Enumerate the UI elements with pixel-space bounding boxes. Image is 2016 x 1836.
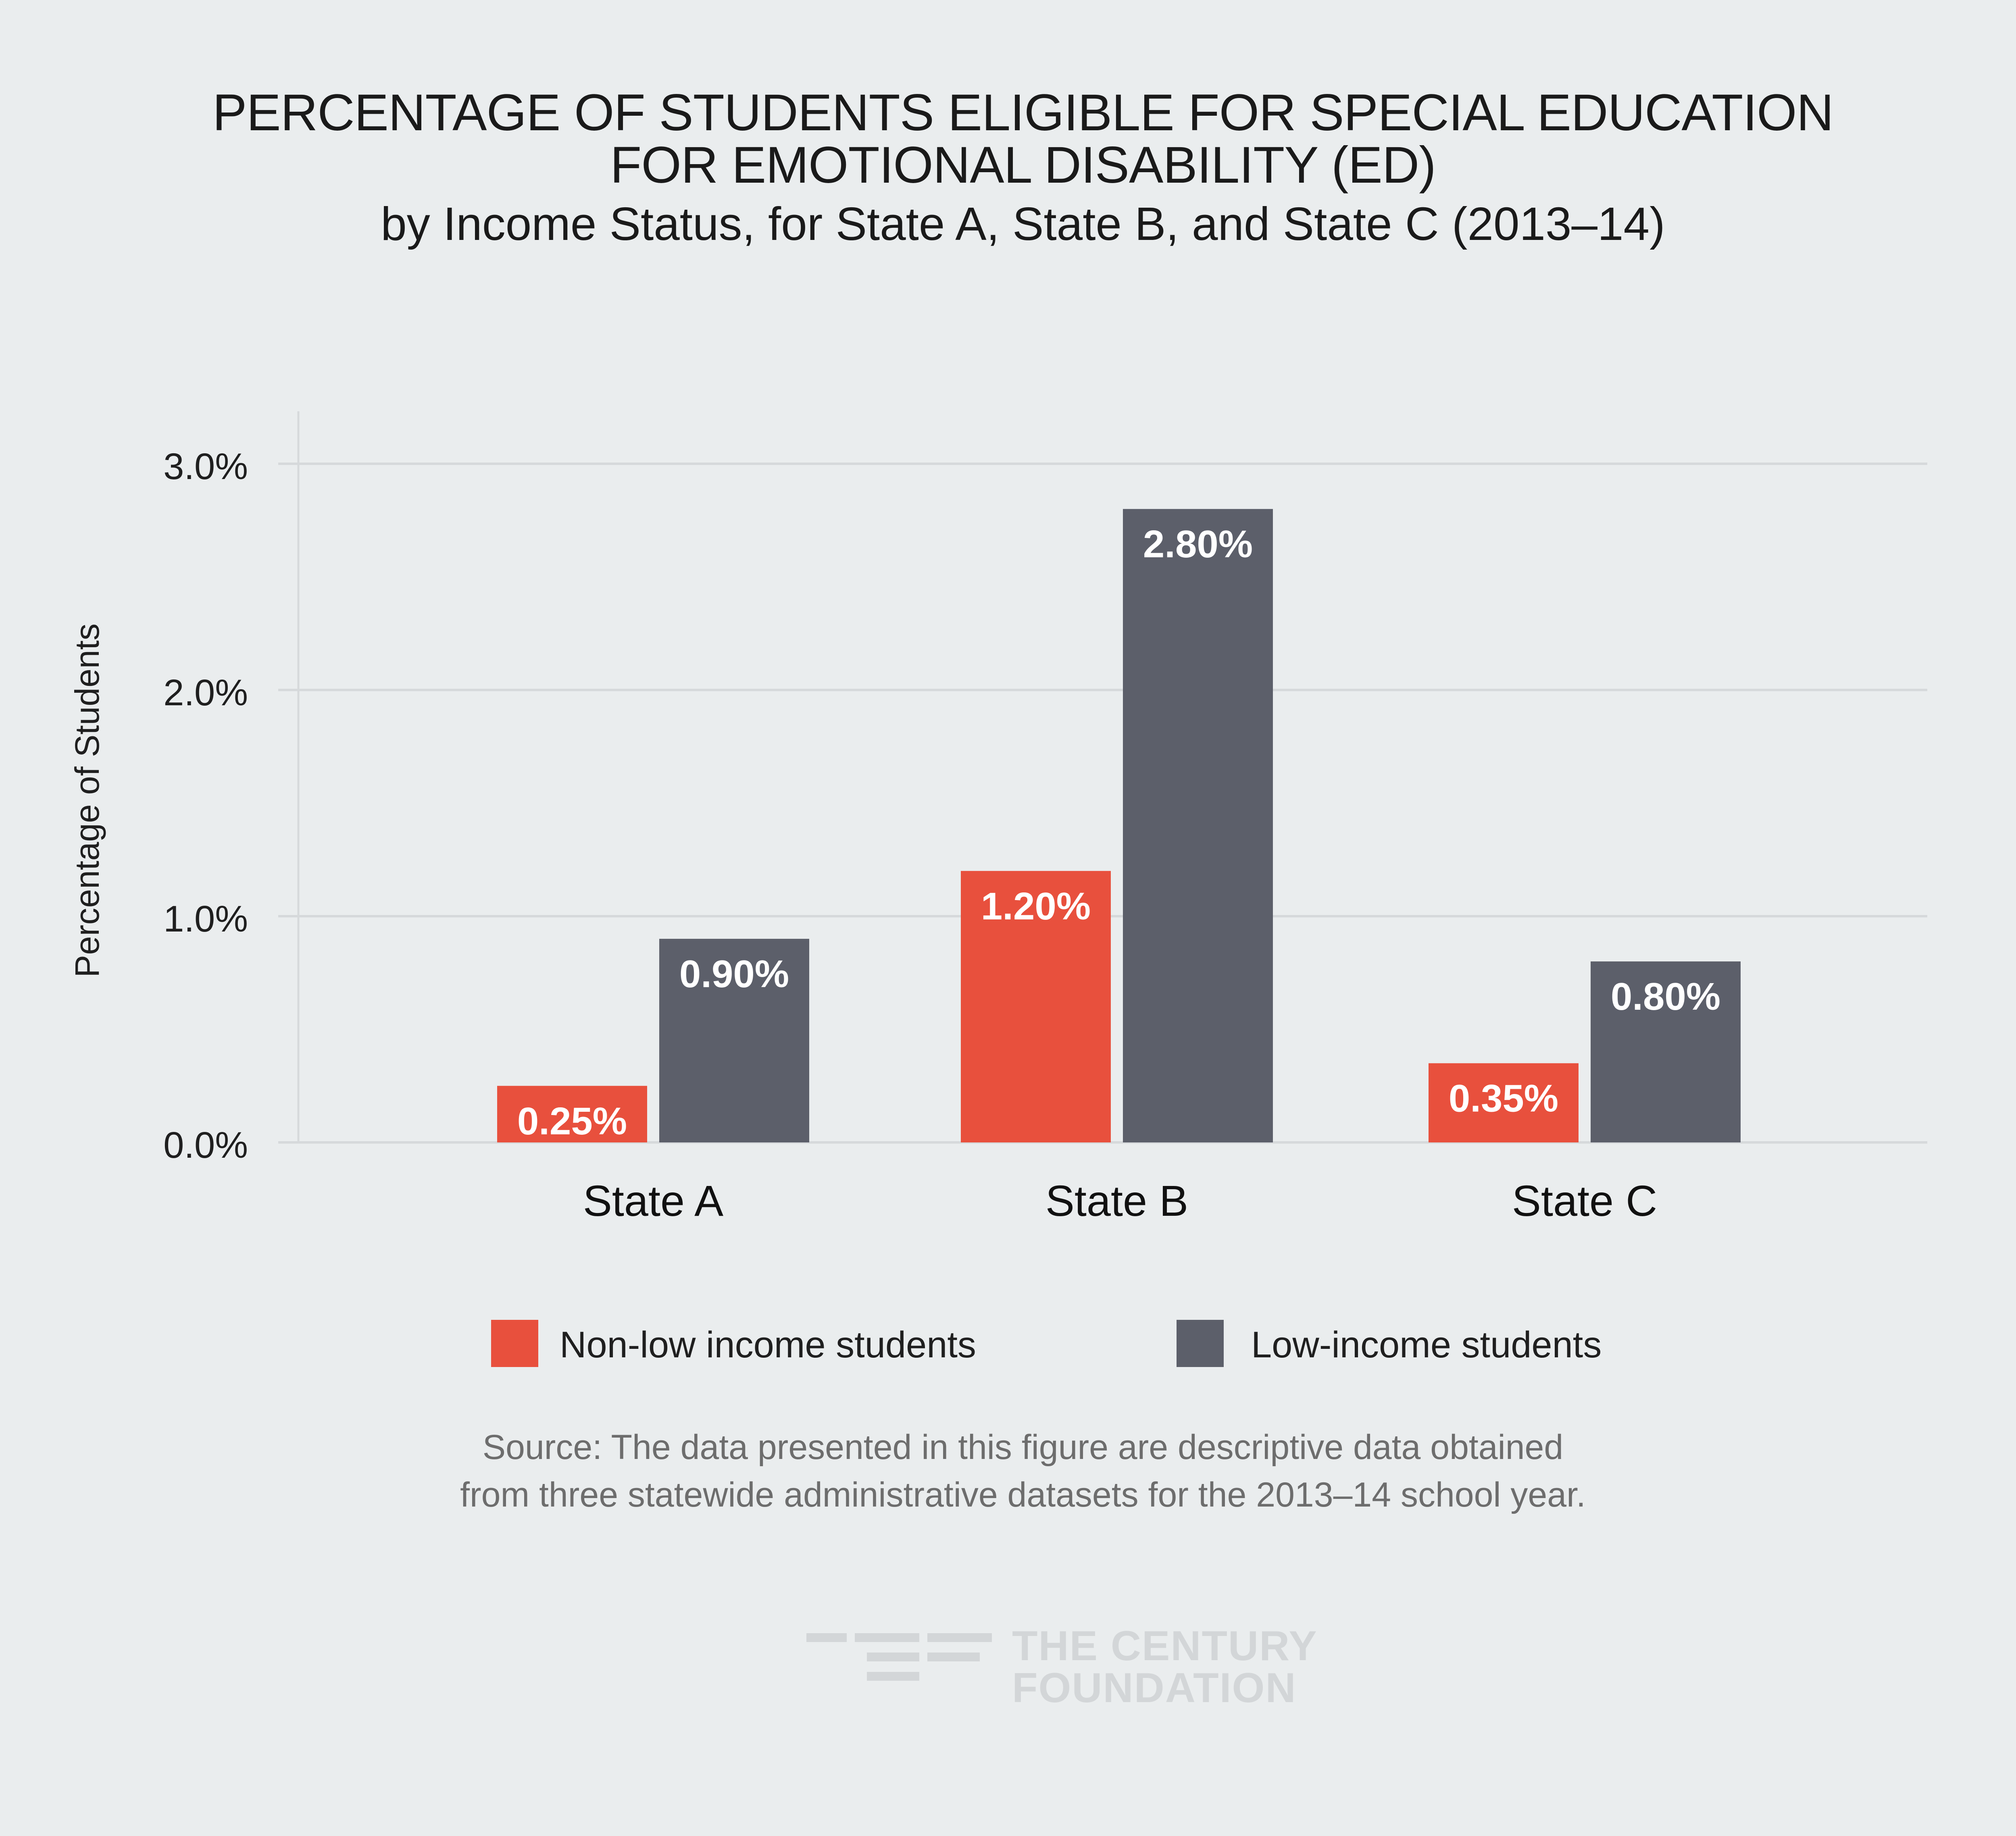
source-line-1: Source: The data presented in this figur… [482,1428,1564,1467]
bar [497,1086,647,1142]
bar-value-label: 0.80% [1611,975,1720,1018]
logo-text-line-1: THE CENTURY [1012,1623,1318,1669]
bar-value-label: 0.35% [1449,1077,1558,1120]
y-tick-label: 1.0% [163,898,248,940]
legend: Non-low income students Low-income stude… [0,1319,2016,1371]
bar [1591,961,1741,1142]
bar-value-label: 0.25% [517,1100,627,1143]
chart-title-line-1: PERCENTAGE OF STUDENTS ELIGIBLE FOR SPEC… [212,84,1834,142]
bar-value-label: 2.80% [1143,523,1253,566]
source-note: Source: The data presented in this figur… [0,1423,2016,1519]
source-line-2: from three statewide administrative data… [460,1475,1586,1514]
bar [1123,509,1273,1142]
x-tick-label: State A [583,1176,723,1225]
y-tick-label: 2.0% [163,672,248,713]
x-tick-label: State B [1045,1176,1188,1225]
logo-text: THE CENTURY FOUNDATION [1012,1625,1318,1709]
x-tick-label: State C [1512,1176,1657,1225]
y-tick-label: 3.0% [163,446,248,487]
century-foundation-logo: THE CENTURY FOUNDATION [806,1625,1331,1722]
logo-text-line-2: FOUNDATION [1012,1665,1297,1711]
legend-swatch-non-low-income [491,1320,538,1367]
chart-title-block: PERCENTAGE OF STUDENTS ELIGIBLE FOR SPEC… [0,87,2016,256]
legend-swatch-low-income [1177,1320,1224,1367]
bar-labels: 0.25% 0.90% 1.20% 2.80% 0.35% 0.80% [517,523,1720,1143]
chart-subtitle: by Income Status, for State A, State B, … [381,198,1665,250]
legend-label-non-low-income: Non-low income students [560,1324,976,1365]
bar-chart: 0.0% 1.0% 2.0% 3.0% Percentage of Students St… [68,411,1927,1225]
logo-mark-icon [806,1633,992,1681]
y-axis-title: Percentage of Students [68,623,106,977]
chart-title-line-2: FOR EMOTIONAL DISABILITY (ED) [610,136,1436,194]
legend-label-low-income: Low-income students [1251,1324,1602,1365]
bar [961,871,1111,1142]
bar [1429,1063,1579,1142]
bars [497,509,1741,1142]
y-tick-label: 0.0% [163,1125,248,1166]
axes: 0.0% 1.0% 2.0% 3.0% Percentage of Students St… [68,411,1657,1225]
bar [659,939,809,1142]
bar-value-label: 0.90% [679,952,789,996]
bar-value-label: 1.20% [981,885,1091,928]
